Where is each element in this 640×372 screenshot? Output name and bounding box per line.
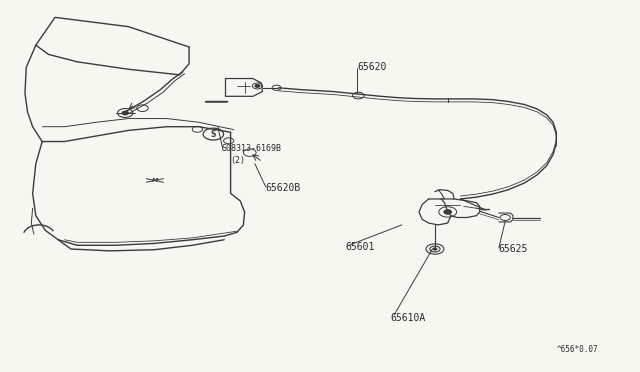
Circle shape — [122, 111, 129, 115]
Circle shape — [444, 210, 452, 214]
Circle shape — [255, 84, 260, 87]
Text: M: M — [152, 178, 157, 183]
Text: 65601: 65601 — [346, 242, 375, 252]
Text: S: S — [211, 129, 216, 139]
Text: S08313-6169B: S08313-6169B — [221, 144, 281, 153]
Text: (2): (2) — [230, 155, 246, 164]
Circle shape — [433, 248, 437, 250]
Text: 65620: 65620 — [357, 62, 387, 73]
Text: 65625: 65625 — [499, 244, 528, 254]
Text: 65610A: 65610A — [390, 312, 426, 323]
Text: ^656*0.07: ^656*0.07 — [556, 344, 598, 353]
Text: 65620B: 65620B — [266, 183, 301, 193]
